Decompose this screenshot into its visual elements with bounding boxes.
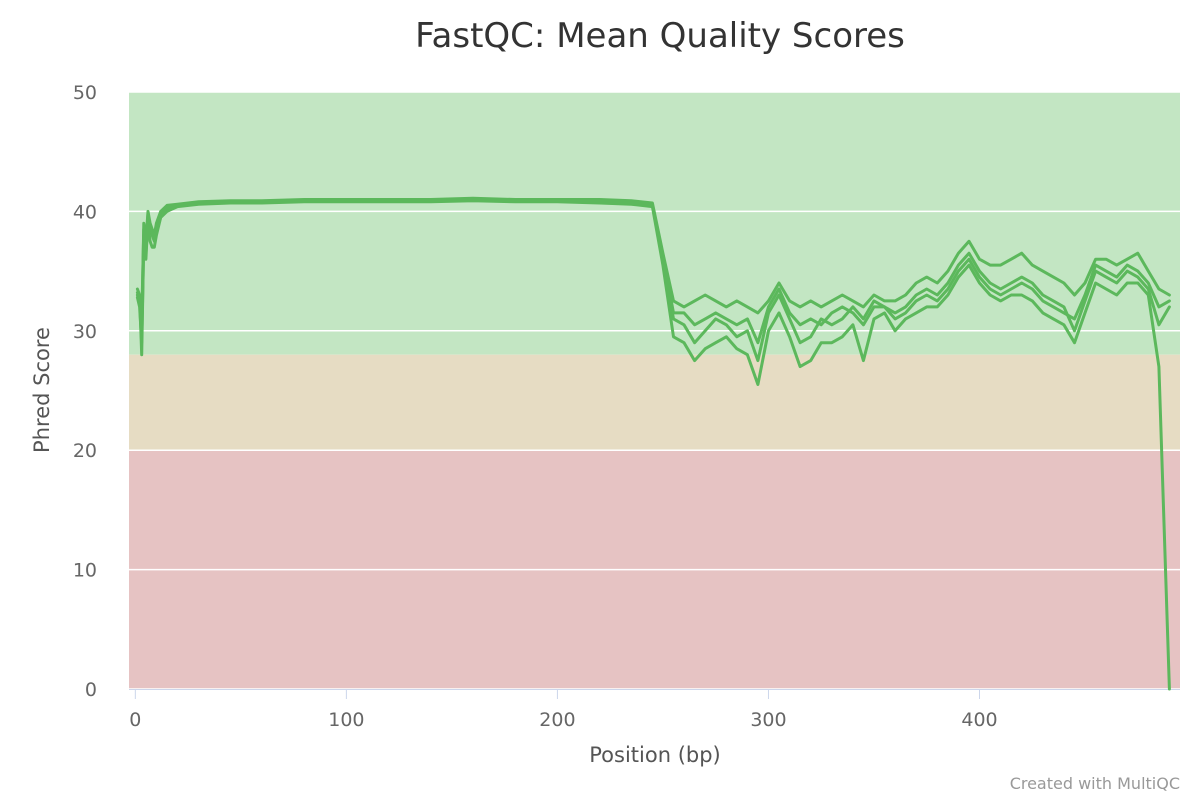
x-tick-label-200: 200 <box>539 709 575 731</box>
x-tick-label-300: 300 <box>750 709 786 731</box>
x-tick-label-100: 100 <box>328 709 364 731</box>
y-tick-label-10: 10 <box>73 560 97 582</box>
x-axis-label: Position (bp) <box>589 743 721 767</box>
quality-band-1 <box>129 354 1180 451</box>
x-axis-ticks: 0 100 200 300 400 <box>129 689 998 731</box>
series-line-3 <box>135 198 1171 345</box>
credits-link[interactable]: Created with MultiQC <box>1010 774 1180 793</box>
y-tick-label-40: 40 <box>73 201 97 223</box>
y-axis-ticks: 0 10 20 30 40 50 <box>73 82 97 701</box>
series-lines <box>135 196 1171 691</box>
y-tick-label-20: 20 <box>73 440 97 462</box>
x-tick-label-0: 0 <box>129 709 141 731</box>
quality-bands <box>129 92 1180 689</box>
x-tick-label-400: 400 <box>961 709 997 731</box>
grid-lines <box>129 91 1180 690</box>
y-tick-label-50: 50 <box>73 82 97 104</box>
y-tick-label-0: 0 <box>85 679 97 701</box>
y-tick-label-30: 30 <box>73 321 97 343</box>
chart-title: FastQC: Mean Quality Scores <box>415 16 905 56</box>
y-axis-label: Phred Score <box>30 327 54 453</box>
